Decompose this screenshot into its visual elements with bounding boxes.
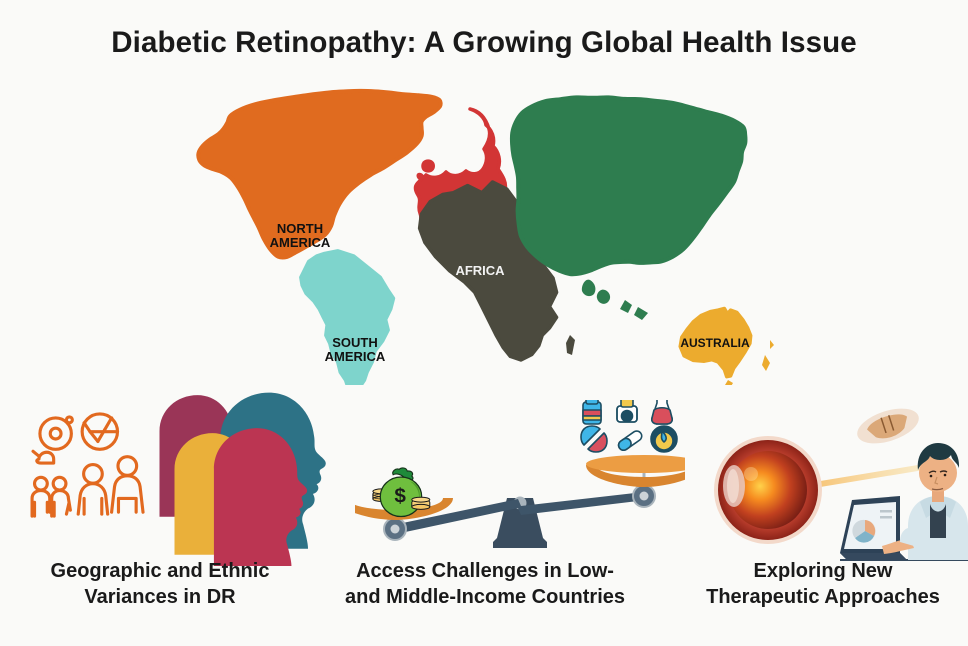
svg-text:AMERICA: AMERICA <box>325 349 386 364</box>
svg-text:SOUTH: SOUTH <box>332 335 378 350</box>
svg-text:AFRICA: AFRICA <box>455 263 505 278</box>
svg-text:$: $ <box>394 485 406 508</box>
svg-text:NORTH: NORTH <box>277 221 323 236</box>
svg-text:AMERICA: AMERICA <box>270 235 331 250</box>
svg-text:AUSTRALIA: AUSTRALIA <box>680 336 750 350</box>
